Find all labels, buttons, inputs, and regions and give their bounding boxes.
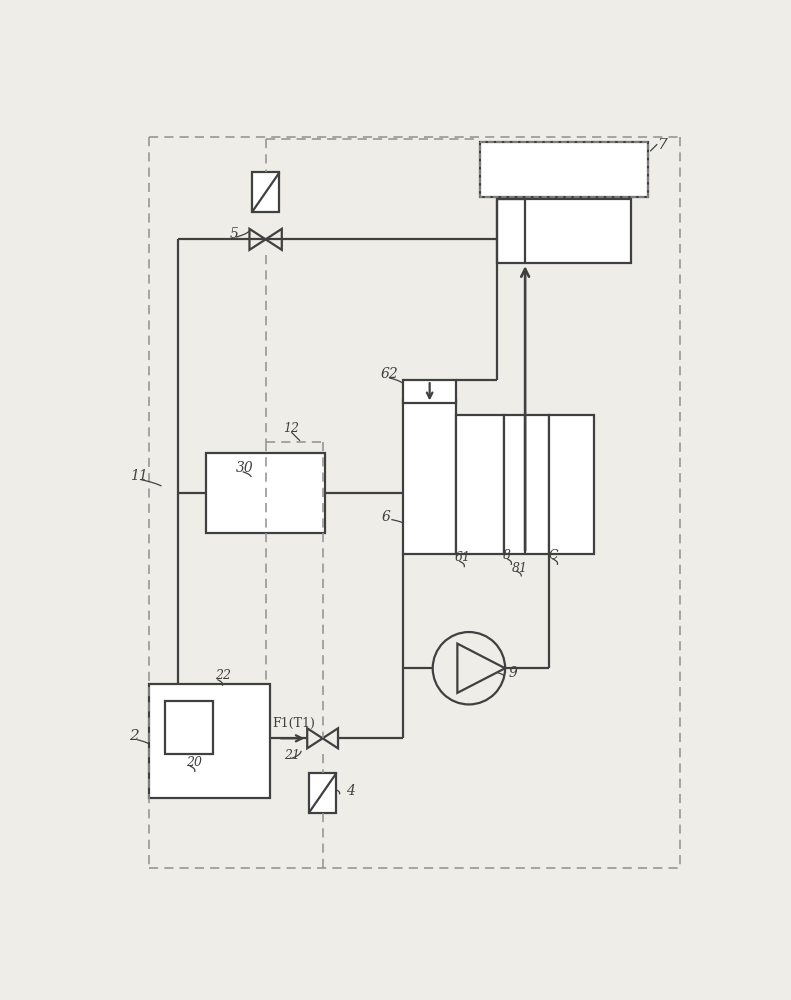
Text: F1(T1): F1(T1) [272,717,315,730]
Text: 20: 20 [186,756,202,769]
Text: 2: 2 [129,729,138,743]
Text: 11: 11 [130,469,148,483]
Bar [308,773,336,813]
Text: C: C [549,549,558,562]
Bar [149,684,271,798]
Bar [479,142,648,197]
Bar [403,400,456,554]
Text: 8: 8 [503,549,511,562]
Text: 6: 6 [382,510,391,524]
Text: 21: 21 [284,749,300,762]
Bar [206,453,325,533]
Bar [505,415,549,554]
Text: 62: 62 [380,367,398,381]
Text: 81: 81 [512,562,528,575]
Text: 30: 30 [236,461,253,475]
Bar [403,380,456,403]
Text: 61: 61 [455,551,471,564]
Text: 5: 5 [229,227,238,241]
Bar [165,701,213,754]
Bar [252,172,279,212]
Text: 12: 12 [283,422,299,434]
Bar [456,415,505,554]
Bar [498,199,630,263]
Bar [549,415,594,554]
Text: 9: 9 [509,666,518,680]
Text: 7: 7 [657,138,667,152]
Text: 22: 22 [215,669,231,682]
Bar [479,142,648,197]
Text: 4: 4 [346,784,354,798]
